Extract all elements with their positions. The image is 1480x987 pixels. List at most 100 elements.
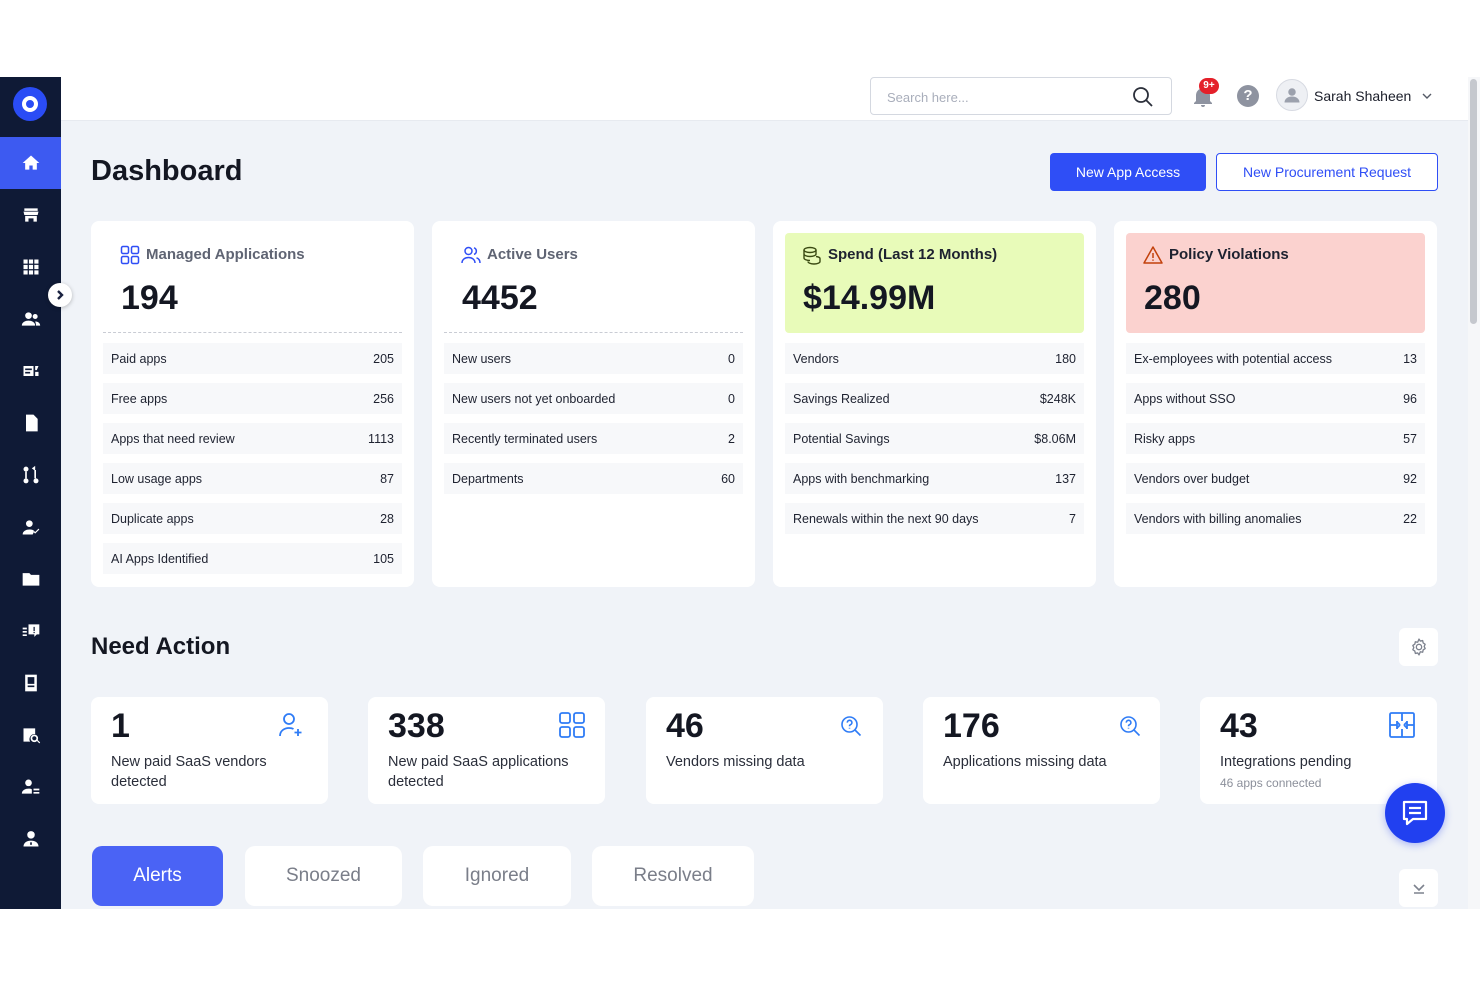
- stat-value: 205: [373, 352, 394, 366]
- help-icon: ?: [1243, 87, 1253, 104]
- scrollbar-thumb[interactable]: [1470, 79, 1477, 324]
- stat-value: 256: [373, 392, 394, 406]
- action-card-integrations-pending[interactable]: 43 Integrations pending 46 apps connecte…: [1200, 697, 1437, 804]
- avatar[interactable]: [1276, 79, 1308, 111]
- card-title: Managed Applications: [146, 246, 305, 263]
- stat-row[interactable]: Apps with benchmarking 137: [785, 463, 1084, 494]
- user-name[interactable]: Sarah Shaheen: [1314, 88, 1412, 104]
- scrollbar[interactable]: [1468, 77, 1480, 909]
- card-title: Policy Violations: [1169, 246, 1289, 263]
- spend-card[interactable]: Spend (Last 12 Months) $14.99M Vendors 18…: [773, 221, 1096, 587]
- stat-value: 22: [1403, 512, 1417, 526]
- sidebar-item-access-reviews[interactable]: [0, 501, 61, 553]
- stat-row[interactable]: New users not yet onboarded 0: [444, 383, 743, 414]
- app-logo[interactable]: [13, 87, 47, 121]
- card-header: Managed Applications 194: [103, 233, 402, 333]
- book-icon: [24, 674, 37, 692]
- search-input[interactable]: [887, 87, 1117, 107]
- stat-value: 180: [1055, 352, 1076, 366]
- user-settings-icon: [21, 779, 39, 794]
- stat-row[interactable]: Vendors with billing anomalies 22: [1126, 503, 1425, 534]
- tab-resolved[interactable]: Resolved: [592, 846, 754, 906]
- managed-applications-card[interactable]: Managed Applications 194 Paid apps 205 Fr…: [91, 221, 414, 587]
- stat-row[interactable]: Apps without SSO 96: [1126, 383, 1425, 414]
- sidebar-item-user-settings[interactable]: [0, 761, 61, 813]
- action-card-applications-missing-data[interactable]: 176 Applications missing data: [923, 697, 1160, 804]
- store-icon: [23, 208, 38, 222]
- stat-row[interactable]: Risky apps 57: [1126, 423, 1425, 454]
- sidebar-item-apps[interactable]: [0, 241, 61, 293]
- sidebar-item-users[interactable]: [0, 293, 61, 345]
- sidebar-expand-button[interactable]: [48, 283, 72, 307]
- stat-row[interactable]: Vendors over budget 92: [1126, 463, 1425, 494]
- sidebar-item-feedback[interactable]: [0, 605, 61, 657]
- app-window: 9+ ? Sarah Shaheen Dashboard New App Acc…: [0, 77, 1480, 909]
- action-card-new-vendors[interactable]: 1 New paid SaaS vendors detected: [91, 697, 328, 804]
- help-button[interactable]: ?: [1237, 85, 1259, 107]
- policy-violations-card[interactable]: Policy Violations 280 Ex-employees with …: [1114, 221, 1437, 587]
- stat-row[interactable]: Low usage apps 87: [103, 463, 402, 494]
- stat-label: Apps that need review: [111, 432, 235, 446]
- gear-icon: [1411, 638, 1426, 656]
- stat-value: 137: [1055, 472, 1076, 486]
- active-users-card[interactable]: Active Users 4452 New users 0 New users n…: [432, 221, 755, 587]
- stat-row[interactable]: Paid apps 205: [103, 343, 402, 374]
- stat-label: Free apps: [111, 392, 168, 406]
- stat-row[interactable]: Ex-employees with potential access 13: [1126, 343, 1425, 374]
- stat-row[interactable]: Potential Savings $8.06M: [785, 423, 1084, 454]
- stat-row[interactable]: Recently terminated users 2: [444, 423, 743, 454]
- stat-row[interactable]: AI Apps Identified 105: [103, 543, 402, 574]
- sidebar-item-workflows[interactable]: [0, 449, 61, 501]
- stat-row[interactable]: Departments 60: [444, 463, 743, 494]
- sidebar-item-discovery[interactable]: [0, 709, 61, 761]
- document-icon: [25, 414, 38, 432]
- stat-label: AI Apps Identified: [111, 552, 209, 566]
- stat-label: Savings Realized: [793, 392, 890, 406]
- stat-row[interactable]: Savings Realized $248K: [785, 383, 1084, 414]
- card-value: $14.99M: [803, 279, 936, 317]
- new-app-access-button[interactable]: New App Access: [1050, 153, 1206, 191]
- action-card-new-applications[interactable]: 338 New paid SaaS applications detected: [368, 697, 605, 804]
- new-procurement-request-button[interactable]: New Procurement Request: [1216, 153, 1438, 191]
- chevron-down-icon[interactable]: [1421, 90, 1433, 102]
- tab-alerts[interactable]: Alerts: [92, 846, 223, 906]
- search-box[interactable]: [870, 77, 1172, 115]
- tab-snoozed[interactable]: Snoozed: [245, 846, 402, 906]
- warning-icon: [1143, 246, 1163, 264]
- sidebar-item-library[interactable]: [0, 657, 61, 709]
- stat-row[interactable]: Renewals within the next 90 days 7: [785, 503, 1084, 534]
- chat-icon: [1402, 800, 1428, 826]
- stat-row[interactable]: Free apps 256: [103, 383, 402, 414]
- sidebar-item-home[interactable]: [0, 137, 61, 189]
- sidebar-item-vendors[interactable]: [0, 345, 61, 397]
- scroll-down-button[interactable]: [1399, 869, 1438, 907]
- action-card-vendors-missing-data[interactable]: 46 Vendors missing data: [646, 697, 883, 804]
- search-icon[interactable]: [1131, 85, 1155, 109]
- stat-value: $248K: [1039, 392, 1076, 406]
- need-action-settings-button[interactable]: [1399, 628, 1438, 666]
- apps-grid-icon: [23, 259, 38, 275]
- sidebar-item-store[interactable]: [0, 189, 61, 241]
- sidebar-item-admin[interactable]: [0, 813, 61, 865]
- stat-value: 0: [728, 352, 735, 366]
- stat-row[interactable]: Duplicate apps 28: [103, 503, 402, 534]
- stat-value: 60: [721, 472, 735, 486]
- sidebar-item-documents[interactable]: [0, 397, 61, 449]
- stat-label: New users not yet onboarded: [452, 392, 616, 406]
- stat-label: Departments: [452, 472, 524, 486]
- action-label: Vendors missing data: [666, 754, 805, 770]
- stat-row[interactable]: Vendors 180: [785, 343, 1084, 374]
- apps-grid-icon: [120, 245, 140, 265]
- stat-row[interactable]: Apps that need review 1113: [103, 423, 402, 454]
- apps-grid-icon: [559, 712, 585, 738]
- card-title: Spend (Last 12 Months): [828, 246, 998, 263]
- chat-support-button[interactable]: [1385, 783, 1445, 843]
- stat-label: Risky apps: [1134, 432, 1196, 446]
- stat-value: 105: [373, 552, 394, 566]
- stat-label: Vendors with billing anomalies: [1134, 512, 1302, 526]
- stat-row[interactable]: New users 0: [444, 343, 743, 374]
- workflow-icon: [23, 465, 38, 484]
- sidebar-item-files[interactable]: [0, 553, 61, 605]
- user-check-icon: [22, 520, 39, 535]
- tab-ignored[interactable]: Ignored: [423, 846, 571, 906]
